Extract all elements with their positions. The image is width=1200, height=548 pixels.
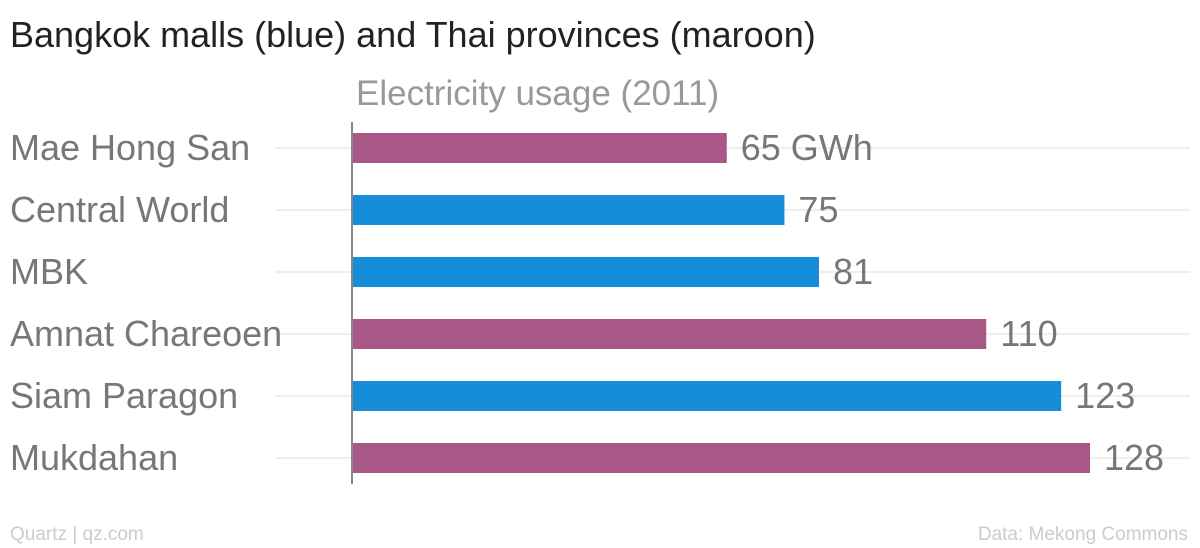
data-label: 65 GWh <box>741 127 873 168</box>
data-label: 110 <box>1000 313 1057 354</box>
bar <box>352 381 1062 411</box>
category-label: Central World <box>10 189 229 230</box>
data-label: 75 <box>798 189 838 230</box>
data-label: 81 <box>833 251 873 292</box>
bar <box>352 319 987 349</box>
category-label: Siam Paragon <box>10 375 238 416</box>
category-label: Amnat Chareoen <box>10 313 282 354</box>
data-label: 128 <box>1104 437 1164 478</box>
chart-subtitle: Electricity usage (2011) <box>356 74 720 113</box>
category-label: MBK <box>10 251 88 292</box>
data-label: 123 <box>1075 375 1135 416</box>
category-label: Mae Hong San <box>10 127 250 168</box>
footer-credit: Quartz | qz.com <box>10 524 144 545</box>
bar <box>352 195 785 225</box>
bar <box>352 443 1090 473</box>
chart-title: Bangkok malls (blue) and Thai provinces … <box>10 14 816 55</box>
bar <box>352 257 820 287</box>
category-label: Mukdahan <box>10 437 178 478</box>
bar <box>352 133 727 163</box>
footer-source: Data: Mekong Commons <box>977 524 1188 545</box>
